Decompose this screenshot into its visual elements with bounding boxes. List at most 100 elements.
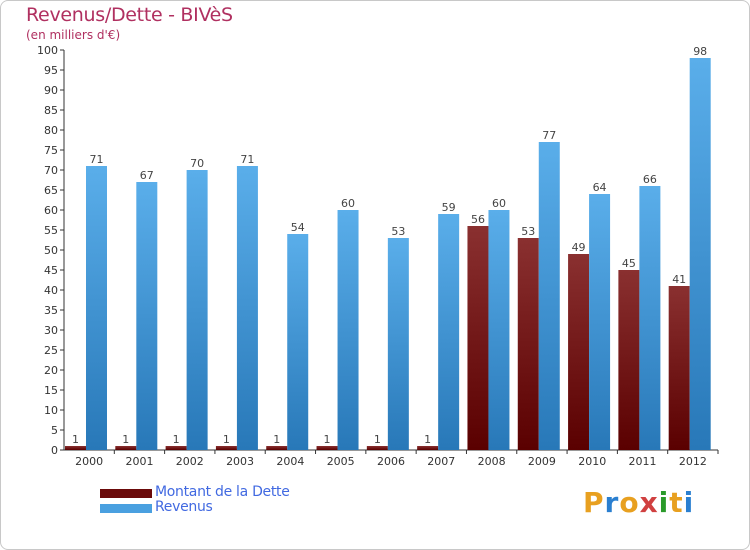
data-label-dette-2008: 56: [471, 213, 485, 226]
logo-letter: t: [669, 486, 684, 519]
data-label-revenus-2000: 71: [90, 153, 104, 166]
data-label-dette-2005: 1: [324, 433, 331, 446]
data-label-dette-2000: 1: [72, 433, 79, 446]
bar-dette-2004: [266, 446, 288, 450]
bar-dette-2007: [417, 446, 439, 450]
data-label-revenus-2006: 53: [391, 225, 405, 238]
x-tick-label: 2008: [478, 455, 506, 468]
data-label-dette-2001: 1: [122, 433, 129, 446]
x-tick-label: 2005: [327, 455, 355, 468]
data-label-revenus-2005: 60: [341, 197, 355, 210]
y-tick-label: 65: [44, 184, 58, 197]
bar-dette-2000: [65, 446, 86, 450]
bar-revenus-2006: [387, 238, 409, 450]
y-tick-label: 25: [44, 344, 58, 357]
x-tick-label: 2000: [75, 455, 103, 468]
data-label-dette-2007: 1: [424, 433, 431, 446]
bar-dette-2010: [568, 254, 590, 450]
bar-revenus-2008: [488, 210, 510, 450]
legend-swatch-debt: [100, 489, 152, 498]
y-tick-label: 45: [44, 264, 58, 277]
data-label-revenus-2011: 66: [643, 173, 657, 186]
bar-dette-2001: [115, 446, 137, 450]
data-label-dette-2006: 1: [374, 433, 381, 446]
y-tick-label: 5: [51, 424, 58, 437]
data-label-dette-2003: 1: [223, 433, 230, 446]
y-tick-label: 85: [44, 104, 58, 117]
logo-letter: i: [683, 486, 695, 519]
chart-title: Revenus/Dette - BIVèS: [26, 4, 233, 26]
data-label-dette-2011: 45: [622, 257, 636, 270]
chart-subtitle: (en milliers d'€): [26, 28, 121, 42]
legend-swatch-revenus: [100, 504, 152, 513]
data-label-revenus-2010: 64: [593, 181, 607, 194]
bar-dette-2011: [618, 270, 640, 450]
x-tick-label: 2002: [176, 455, 204, 468]
y-tick-label: 80: [44, 124, 58, 137]
y-tick-label: 70: [44, 164, 58, 177]
data-label-dette-2009: 53: [521, 225, 535, 238]
y-tick-label: 95: [44, 64, 58, 77]
y-tick-label: 15: [44, 384, 58, 397]
bar-dette-2003: [215, 446, 237, 450]
bar-revenus-2011: [639, 186, 661, 450]
bar-revenus-2010: [589, 194, 611, 450]
y-tick-label: 100: [37, 44, 58, 57]
y-tick-label: 30: [44, 324, 58, 337]
x-tick-label: 2004: [276, 455, 304, 468]
y-tick-label: 55: [44, 224, 58, 237]
x-tick-label: 2011: [629, 455, 657, 468]
data-label-dette-2012: 41: [672, 273, 686, 286]
logo-letter: o: [619, 486, 640, 519]
data-label-revenus-2002: 70: [190, 157, 204, 170]
bar-dette-2012: [668, 286, 690, 450]
y-tick-label: 0: [51, 444, 58, 457]
y-tick-label: 10: [44, 404, 58, 417]
bar-revenus-2012: [689, 58, 711, 450]
bar-revenus-2009: [538, 142, 560, 450]
data-label-revenus-2003: 71: [240, 153, 254, 166]
bar-revenus-2002: [186, 170, 208, 450]
y-tick-label: 60: [44, 204, 58, 217]
y-tick-label: 35: [44, 304, 58, 317]
logo-letter: x: [639, 486, 659, 519]
logo-letter: P: [583, 486, 605, 519]
x-tick-label: 2001: [125, 455, 153, 468]
logo-letter: i: [658, 486, 670, 519]
bar-revenus-2007: [438, 214, 460, 450]
data-label-dette-2004: 1: [273, 433, 280, 446]
bar-revenus-2003: [236, 166, 258, 450]
bar-revenus-2004: [287, 234, 309, 450]
x-tick-label: 2010: [578, 455, 606, 468]
bar-dette-2009: [517, 238, 539, 450]
bar-revenus-2005: [337, 210, 359, 450]
x-tick-label: 2009: [528, 455, 556, 468]
y-tick-label: 50: [44, 244, 58, 257]
y-tick-label: 40: [44, 284, 58, 297]
data-label-dette-2002: 1: [173, 433, 180, 446]
y-tick-label: 75: [44, 144, 58, 157]
proxiti-logo: Proxiti: [583, 486, 694, 519]
data-label-revenus-2008: 60: [492, 197, 506, 210]
x-tick-label: 2012: [679, 455, 707, 468]
data-label-revenus-2012: 98: [693, 45, 707, 58]
legend-label-debt: Montant de la Dette: [155, 484, 290, 500]
bar-dette-2006: [366, 446, 388, 450]
bar-dette-2005: [316, 446, 338, 450]
bar-revenus-2001: [136, 182, 158, 450]
x-tick-label: 2003: [226, 455, 254, 468]
x-tick-label: 2006: [377, 455, 405, 468]
data-label-dette-2010: 49: [572, 241, 586, 254]
bar-dette-2002: [165, 446, 187, 450]
legend-label-revenus: Revenus: [155, 499, 213, 515]
x-tick-label: 2007: [427, 455, 455, 468]
data-label-revenus-2009: 77: [542, 129, 556, 142]
logo-letter: r: [604, 486, 620, 519]
y-tick-label: 90: [44, 84, 58, 97]
bar-dette-2008: [467, 226, 489, 450]
data-label-revenus-2007: 59: [442, 201, 456, 214]
data-label-revenus-2001: 67: [140, 169, 154, 182]
data-label-revenus-2004: 54: [291, 221, 305, 234]
bar-revenus-2000: [86, 166, 107, 450]
